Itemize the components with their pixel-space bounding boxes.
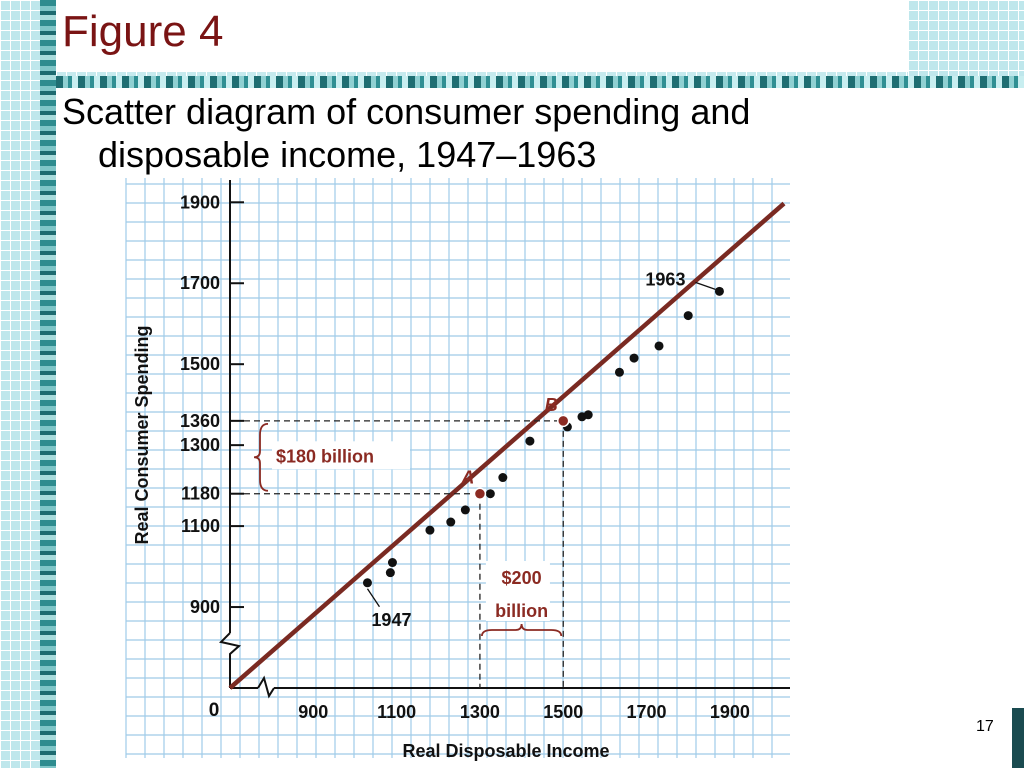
horizontal-change-brace [481,623,563,637]
data-point [683,311,693,321]
data-point [654,341,664,351]
page-number: 17 [976,718,994,735]
data-point [525,436,535,446]
x-axis-title: Real Disposable Income [402,741,609,761]
data-point [614,367,624,377]
subtitle-line-2: disposable income, 1947–1963 [98,134,597,176]
slide-title: Figure 4 [62,7,224,56]
marked-point-label-b: B [545,395,558,415]
corner-decor [908,0,1024,76]
label-1947: 1947 [371,610,411,630]
x-tick-label: 900 [298,702,328,722]
marked-point-a [473,487,487,500]
y-axis-title: Real Consumer Spending [132,325,152,544]
data-point [385,568,395,578]
data-point [460,505,470,515]
subtitle-line-1: Scatter diagram of consumer spending and [62,91,751,132]
x-axis-break [257,675,275,699]
y-axis-break [219,632,242,688]
data-point [387,558,397,568]
left-decor-stripe [40,0,56,768]
corner-mark [1012,708,1024,768]
vertical-change-label: $180 billion [276,446,374,466]
data-point [583,410,593,420]
x-tick-label: 1500 [543,702,583,722]
data-point [714,286,724,296]
data-point [362,578,372,588]
title-divider [56,76,1024,88]
grid [125,178,790,758]
vertical-change-brace [253,422,269,492]
horizontal-change-label-2: billion [495,601,548,621]
data-point [629,353,639,363]
y-tick-label: 1500 [180,354,220,374]
data-point [498,473,508,483]
x-tick-label: 1300 [460,702,500,722]
y-tick-label: 1360 [180,411,220,431]
leader-1947 [366,588,380,608]
y-tick-label: 900 [190,597,220,617]
label-1963: 1963 [645,269,685,289]
x-tick-label: 1700 [627,702,667,722]
data-point [485,489,495,499]
trend-line [228,201,786,690]
slide-subtitle: Scatter diagram of consumer spending and… [62,90,862,176]
y-tick-label: 1300 [180,435,220,455]
y-tick-label: 1180 [181,484,220,504]
x-tick-label: 1100 [377,702,416,722]
y-tick-label: 1700 [180,273,220,293]
horizontal-change-label-bg [485,561,550,621]
y-tick-label: 1100 [181,516,220,536]
y-tick-label: 1900 [180,192,220,212]
marked-point-b [556,414,570,428]
data-point [446,517,456,527]
x-tick-label: 1900 [710,702,750,722]
x-origin-label: 0 [209,700,220,721]
title-box [56,0,908,72]
marked-point-label-a: A [460,468,474,488]
leader-1963 [695,281,716,290]
horizontal-change-label-1: $200 [502,568,542,588]
data-point [425,525,435,535]
scatter-chart: 900 1100 1180 1300 1360 1500 1700 1900 0 900 1100 1… [125,178,790,761]
vertical-change-label-bg [272,441,410,470]
